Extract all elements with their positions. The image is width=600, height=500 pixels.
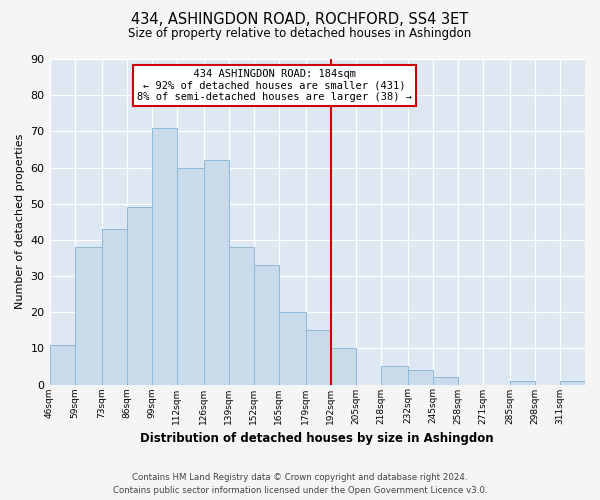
X-axis label: Distribution of detached houses by size in Ashingdon: Distribution of detached houses by size …	[140, 432, 494, 445]
Bar	[381, 366, 408, 384]
Bar	[510, 381, 535, 384]
Bar	[152, 128, 176, 384]
Text: 434 ASHINGDON ROAD: 184sqm  
← 92% of detached houses are smaller (431)
8% of se: 434 ASHINGDON ROAD: 184sqm ← 92% of deta…	[137, 69, 412, 102]
Bar	[279, 312, 306, 384]
Text: Size of property relative to detached houses in Ashingdon: Size of property relative to detached ho…	[128, 28, 472, 40]
Y-axis label: Number of detached properties: Number of detached properties	[15, 134, 25, 310]
Bar	[331, 348, 356, 384]
Bar	[306, 330, 331, 384]
Bar	[254, 265, 279, 384]
Bar	[229, 247, 254, 384]
Bar	[127, 208, 152, 384]
Bar	[560, 381, 585, 384]
Text: Contains HM Land Registry data © Crown copyright and database right 2024.
Contai: Contains HM Land Registry data © Crown c…	[113, 474, 487, 495]
Bar	[176, 168, 203, 384]
Bar	[203, 160, 229, 384]
Text: 434, ASHINGDON ROAD, ROCHFORD, SS4 3ET: 434, ASHINGDON ROAD, ROCHFORD, SS4 3ET	[131, 12, 469, 28]
Bar	[50, 344, 74, 385]
Bar	[101, 229, 127, 384]
Bar	[74, 247, 101, 384]
Bar	[408, 370, 433, 384]
Bar	[433, 378, 458, 384]
